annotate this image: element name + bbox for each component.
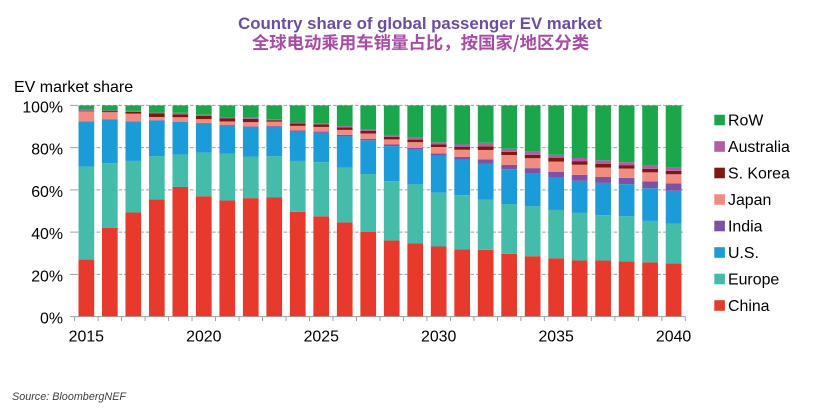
svg-text:S. Korea: S. Korea — [728, 166, 790, 183]
svg-text:40%: 40% — [31, 226, 63, 243]
svg-text:20%: 20% — [31, 268, 63, 285]
svg-text:2030: 2030 — [421, 329, 457, 346]
svg-text:0%: 0% — [40, 311, 63, 328]
svg-text:Australia: Australia — [728, 139, 790, 156]
svg-text:China: China — [728, 298, 770, 315]
svg-text:U.S.: U.S. — [728, 245, 759, 262]
svg-text:RoW: RoW — [728, 113, 763, 130]
svg-text:2015: 2015 — [69, 329, 105, 346]
svg-text:India: India — [728, 219, 763, 236]
svg-text:100%: 100% — [22, 99, 63, 116]
svg-text:2035: 2035 — [538, 329, 574, 346]
svg-text:80%: 80% — [31, 142, 63, 159]
svg-text:Europe: Europe — [728, 272, 779, 289]
svg-text:2020: 2020 — [186, 329, 222, 346]
svg-text:2040: 2040 — [656, 329, 692, 346]
svg-text:Japan: Japan — [728, 192, 771, 209]
svg-text:60%: 60% — [31, 184, 63, 201]
svg-text:2025: 2025 — [304, 329, 340, 346]
